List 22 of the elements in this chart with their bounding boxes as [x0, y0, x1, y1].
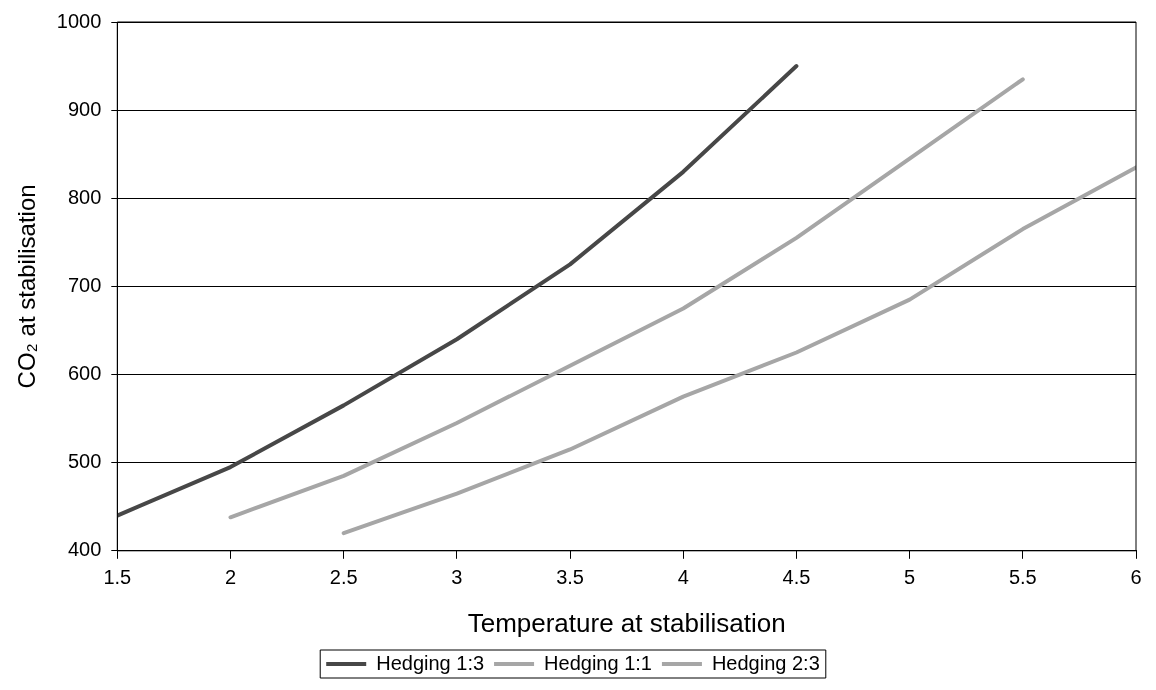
x-tick-label: 3.5	[556, 566, 584, 589]
y-tick-label: 500	[67, 450, 102, 473]
y-tick-label: 700	[67, 273, 102, 296]
x-tick-label: 4	[677, 566, 689, 589]
y-axis-title: CO₂ at stabilisation	[13, 184, 41, 389]
legend-label: Hedging 1:3	[376, 651, 485, 674]
y-tick-label: 600	[67, 362, 102, 385]
y-tick-label: 900	[67, 97, 102, 120]
x-tick-label: 2.5	[329, 566, 358, 589]
legend-label: Hedging 2:3	[711, 651, 820, 674]
x-tick-label: 4.5	[782, 566, 811, 589]
x-tick-label: 5	[904, 566, 916, 589]
y-tick-label: 1000	[56, 9, 102, 32]
y-tick-label: 400	[67, 538, 102, 561]
y-tick-label: 800	[67, 185, 102, 208]
x-axis-title: Temperature at stabilisation	[467, 607, 786, 638]
x-tick-label: 1.5	[103, 566, 132, 589]
legend-label: Hedging 1:1	[544, 651, 652, 674]
x-tick-label: 6	[1130, 566, 1142, 589]
x-tick-label: 2	[224, 566, 237, 589]
x-tick-label: 3	[451, 566, 463, 589]
x-tick-label: 5.5	[1008, 566, 1037, 589]
